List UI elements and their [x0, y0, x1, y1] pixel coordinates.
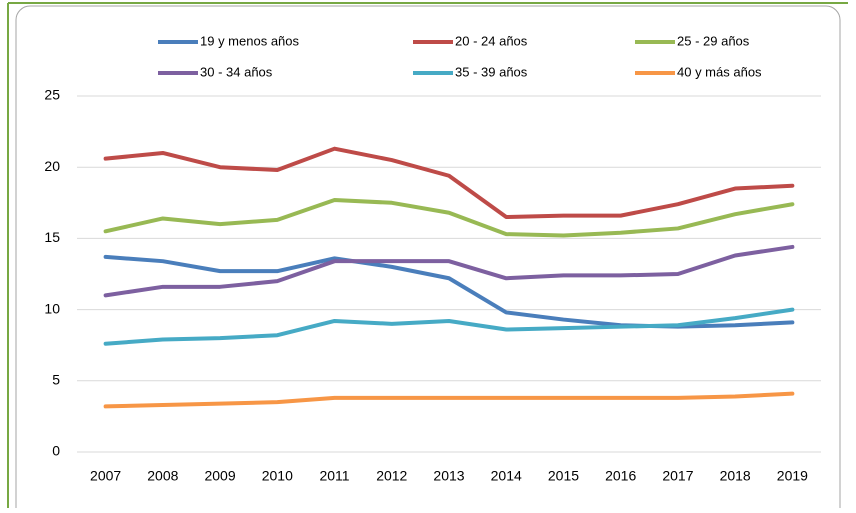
x-tick-label: 2019 [777, 468, 808, 484]
legend-label: 30 - 34 años [200, 64, 273, 79]
x-tick-label: 2013 [433, 468, 464, 484]
x-tick-label: 2012 [376, 468, 407, 484]
x-tick-label: 2016 [605, 468, 636, 484]
series-line [103, 391, 795, 409]
legend-label: 40 y más años [677, 64, 762, 79]
y-tick-label: 10 [44, 300, 60, 316]
legend-label: 19 y menos años [200, 33, 300, 48]
y-tick-label: 20 [44, 158, 60, 174]
chart-border [15, 5, 841, 513]
y-tick-label: 25 [44, 87, 60, 103]
series-line [103, 244, 795, 298]
series-line [103, 146, 795, 220]
y-tick-label: 0 [52, 443, 60, 459]
series-line [103, 307, 795, 346]
x-tick-label: 2018 [720, 468, 751, 484]
y-tick-label: 15 [44, 229, 60, 245]
x-tick-label: 2007 [90, 468, 121, 484]
x-tick-label: 2015 [548, 468, 579, 484]
legend-label: 20 - 24 años [455, 33, 528, 48]
legend-label: 35 - 39 años [455, 64, 528, 79]
x-tick-label: 2011 [319, 468, 349, 484]
series-line [103, 197, 795, 238]
x-tick-label: 2014 [491, 468, 522, 484]
legend-label: 25 - 29 años [677, 33, 750, 48]
x-tick-label: 2017 [662, 468, 693, 484]
x-tick-label: 2010 [262, 468, 293, 484]
y-tick-label: 5 [52, 372, 60, 388]
x-tick-label: 2009 [204, 468, 235, 484]
x-tick-label: 2008 [147, 468, 178, 484]
